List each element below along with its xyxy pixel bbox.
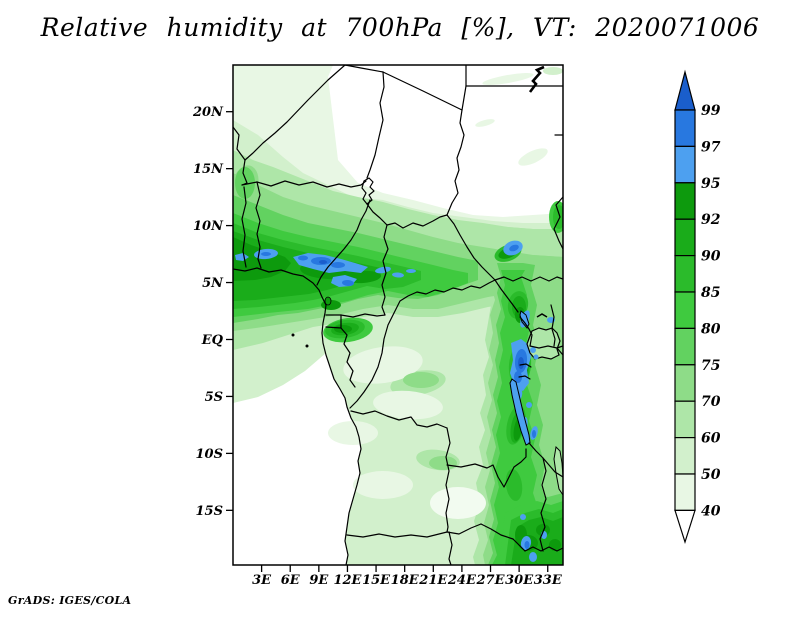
- colorbar-label: 70: [701, 394, 721, 410]
- lakes: [291, 65, 563, 496]
- colorbar-segment: [674, 218, 696, 257]
- lake-malawi: [553, 445, 563, 496]
- colorbar-arrow-top: [674, 69, 696, 111]
- map-frame: [232, 64, 564, 566]
- colorbar-segment: [674, 109, 696, 148]
- lat-tick-label: EQ: [201, 333, 224, 348]
- lat-tick-label: 10N: [193, 219, 224, 234]
- colorbar-label: 92: [701, 212, 721, 228]
- lat-tick-label: 10S: [196, 447, 223, 462]
- colorbar-segment: [674, 327, 696, 366]
- lake-tanganyika: [509, 378, 531, 446]
- dry-region-ocean: [233, 353, 361, 565]
- lake-victoria: [526, 327, 561, 360]
- country-borders: [233, 65, 563, 565]
- lon-tick-label: 6E: [281, 573, 301, 588]
- colorbar-label: 60: [701, 431, 721, 447]
- lake-nasser: [528, 65, 545, 93]
- colorbar-label: 90: [701, 249, 721, 265]
- principe-island: [305, 344, 309, 348]
- dry-patch-zambia: [430, 487, 486, 519]
- colorbar-segment: [674, 400, 696, 439]
- colorbar-segment: [674, 473, 696, 512]
- colorbar-label: 99: [701, 103, 721, 119]
- lon-tick-label: 9E: [309, 573, 329, 588]
- colorbar-segment: [674, 291, 696, 330]
- colorbar-legend: 99 97 95 92 90 85 80 75 70 60 50 40: [674, 69, 721, 544]
- colorbar-label: 95: [701, 176, 720, 192]
- lon-tick-label: 3E: [252, 573, 272, 588]
- lon-tick-label: 33E: [534, 573, 563, 588]
- lon-tick-label: 24E: [447, 573, 477, 588]
- colorbar-label: 75: [701, 358, 720, 374]
- colorbar-arrow-bottom: [674, 509, 696, 544]
- colorbar-label: 50: [701, 467, 721, 483]
- grads-credit: GrADS: IGES/COLA: [8, 594, 132, 607]
- lat-tick-label: 5S: [205, 390, 223, 405]
- colorbar-label: 97: [701, 139, 721, 155]
- colorbar-segment: [674, 255, 696, 293]
- lat-tick-label: 20N: [192, 105, 224, 120]
- lon-tick-label: 21E: [418, 573, 448, 588]
- colorbar-label: 80: [701, 321, 721, 337]
- colorbar-segment: [674, 437, 696, 475]
- lake-kyoga: [536, 313, 548, 318]
- lat-tick-label: 15S: [196, 504, 223, 519]
- latitude-axis: 20N 15N 10N 5N EQ 5S 10S 15S: [192, 105, 233, 519]
- lat-tick-label: 15N: [193, 162, 224, 177]
- lake-albert: [519, 310, 530, 329]
- colorbar-segment: [674, 364, 696, 402]
- colorbar-segment: [674, 145, 696, 184]
- colorbar-label: 85: [701, 285, 720, 301]
- bioko-island: [324, 296, 332, 306]
- humidity-field: [233, 65, 563, 565]
- pale-patch: [343, 346, 423, 384]
- lon-tick-label: 15E: [362, 573, 391, 588]
- pale-patch: [328, 421, 378, 445]
- lat-tick-label: 5N: [202, 276, 224, 291]
- dry-region-northeast: [328, 65, 563, 217]
- longitude-axis: 3E 6E 9E 12E 15E 18E 21E 24E 27E 30E 33E: [252, 565, 563, 588]
- sao-tome-island: [291, 333, 295, 337]
- pale-patch: [353, 471, 413, 499]
- plot-title: Relative humidity at 700hPa [%], VT: 202…: [40, 13, 760, 42]
- level-99: [319, 260, 524, 369]
- colorbar-label: 40: [701, 503, 721, 519]
- lon-tick-label: 30E: [505, 573, 534, 588]
- lon-tick-label: 12E: [333, 573, 362, 588]
- colorbar-segment: [674, 182, 696, 220]
- lon-tick-label: 18E: [391, 573, 420, 588]
- lon-tick-label: 27E: [476, 573, 506, 588]
- pale-patch: [373, 390, 443, 420]
